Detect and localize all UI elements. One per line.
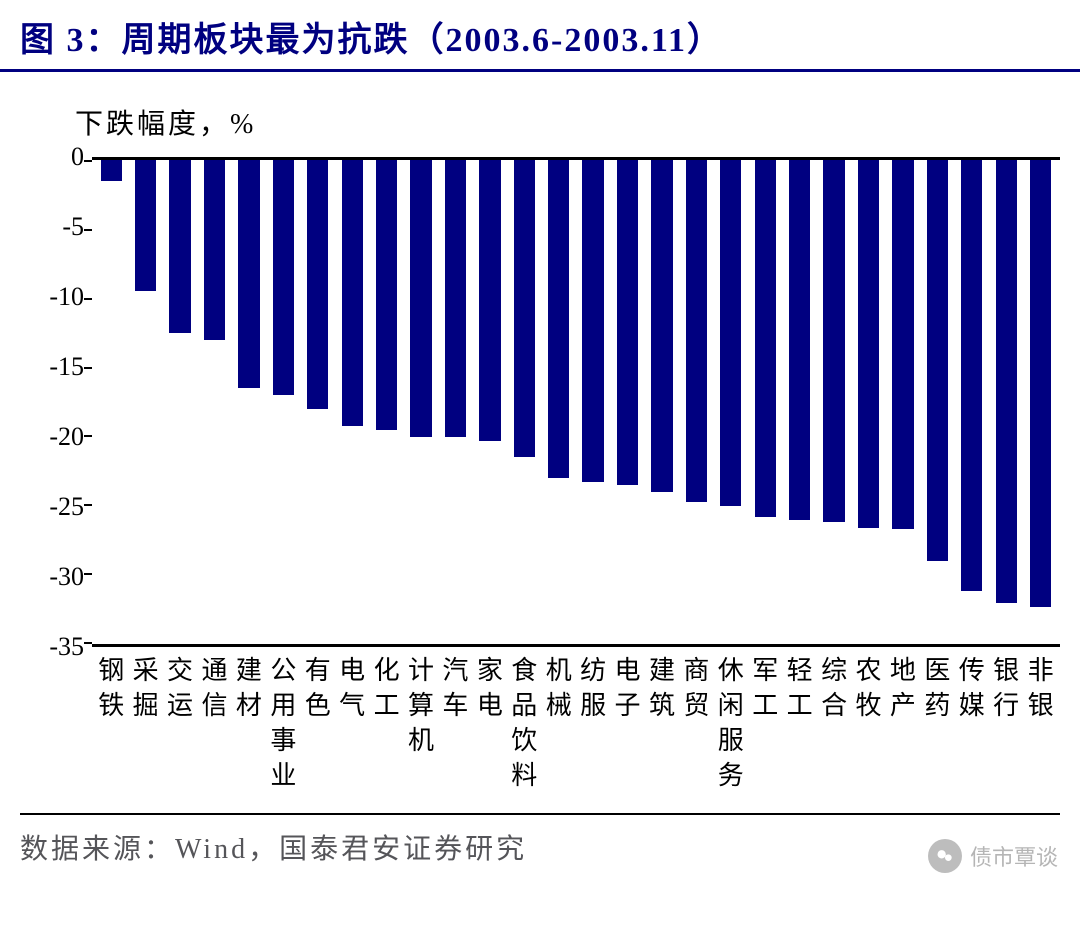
- bar: [617, 160, 638, 485]
- x-tick-label: 交运: [163, 647, 197, 793]
- bar-slot: [851, 160, 885, 644]
- bar: [445, 160, 466, 437]
- bar: [582, 160, 603, 482]
- x-tick-label: 农牧: [851, 647, 885, 793]
- plot-region: [92, 157, 1060, 647]
- x-tick-label: 军工: [748, 647, 782, 793]
- bar-slot: [232, 160, 266, 644]
- bar-slot: [886, 160, 920, 644]
- bar: [686, 160, 707, 502]
- bar: [514, 160, 535, 457]
- bar: [169, 160, 190, 333]
- bar: [755, 160, 776, 517]
- x-tick-label: 建筑: [645, 647, 679, 793]
- bar-slot: [541, 160, 575, 644]
- source-line: 数据来源：Wind，国泰君安证券研究: [20, 813, 1060, 867]
- bar-slot: [1023, 160, 1057, 644]
- y-axis-label: 下跌幅度，%: [20, 102, 1060, 142]
- x-tick-label: 地产: [886, 647, 920, 793]
- chart-title: 图 3：周期板块最为抗跌（2003.6-2003.11）: [20, 12, 1060, 61]
- bar-slot: [748, 160, 782, 644]
- x-tick-label: 传媒: [955, 647, 989, 793]
- bar: [823, 160, 844, 522]
- x-tick-label: 机械: [541, 647, 575, 793]
- x-tick-label: 商贸: [679, 647, 713, 793]
- x-tick-label: 通信: [197, 647, 231, 793]
- bar: [789, 160, 810, 520]
- x-tick-label: 非银: [1023, 647, 1057, 793]
- x-tick-label: 计算机: [404, 647, 438, 793]
- bar: [927, 160, 948, 561]
- x-tick-label: 银行: [989, 647, 1023, 793]
- bar-slot: [335, 160, 369, 644]
- bar-slot: [817, 160, 851, 644]
- x-tick-label: 电子: [610, 647, 644, 793]
- bar-slot: [714, 160, 748, 644]
- bar: [996, 160, 1017, 603]
- bar-slot: [645, 160, 679, 644]
- bar: [238, 160, 259, 388]
- bar-slot: [94, 160, 128, 644]
- bar: [342, 160, 363, 426]
- bar-slot: [989, 160, 1023, 644]
- bar: [961, 160, 982, 591]
- bar: [651, 160, 672, 492]
- x-tick-label: 医药: [920, 647, 954, 793]
- x-axis: 钢铁采掘交运通信建材公用事业有色电气化工计算机汽车家电食品饮料机械纺服电子建筑商…: [92, 647, 1060, 793]
- x-tick-label: 公用事业: [266, 647, 300, 793]
- bar: [101, 160, 122, 181]
- x-tick-label: 休闲服务: [714, 647, 748, 793]
- bar: [892, 160, 913, 529]
- x-tick-label: 化工: [369, 647, 403, 793]
- bar-slot: [438, 160, 472, 644]
- bar: [135, 160, 156, 291]
- bar-slot: [507, 160, 541, 644]
- bar: [376, 160, 397, 430]
- watermark-text: 债市覃谈: [970, 840, 1058, 872]
- bar-slot: [163, 160, 197, 644]
- watermark: 债市覃谈: [928, 839, 1058, 873]
- bar-slot: [473, 160, 507, 644]
- bar-slot: [576, 160, 610, 644]
- x-tick-label: 食品饮料: [507, 647, 541, 793]
- x-tick-label: 有色: [301, 647, 335, 793]
- x-tick-label: 电气: [335, 647, 369, 793]
- bar-slot: [301, 160, 335, 644]
- title-bar: 图 3：周期板块最为抗跌（2003.6-2003.11）: [0, 0, 1080, 72]
- bars-container: [92, 160, 1060, 644]
- bar: [307, 160, 328, 409]
- bar-slot: [920, 160, 954, 644]
- bar-slot: [782, 160, 816, 644]
- chart-area: 下跌幅度，% 0-5-10-15-20-25-30-35 钢铁采掘交运通信建材公…: [0, 72, 1080, 803]
- x-tick-label: 综合: [817, 647, 851, 793]
- x-tick-label: 采掘: [128, 647, 162, 793]
- bar-slot: [266, 160, 300, 644]
- bar-slot: [369, 160, 403, 644]
- y-tick-marks: [84, 160, 92, 644]
- x-tick-label: 建材: [232, 647, 266, 793]
- x-tick-label: 钢铁: [94, 647, 128, 793]
- bar: [410, 160, 431, 437]
- bar: [858, 160, 879, 528]
- bar-slot: [955, 160, 989, 644]
- x-tick-label: 家电: [473, 647, 507, 793]
- bar: [548, 160, 569, 478]
- y-axis: 0-5-10-15-20-25-30-35: [20, 157, 92, 647]
- x-tick-label: 轻工: [782, 647, 816, 793]
- bar-slot: [679, 160, 713, 644]
- bar: [720, 160, 741, 506]
- x-tick-label: 汽车: [438, 647, 472, 793]
- bar: [204, 160, 225, 340]
- wechat-icon: [928, 839, 962, 873]
- bar: [273, 160, 294, 395]
- bar: [479, 160, 500, 441]
- bar-slot: [128, 160, 162, 644]
- bar-slot: [404, 160, 438, 644]
- bar-slot: [610, 160, 644, 644]
- bar-slot: [197, 160, 231, 644]
- bar: [1030, 160, 1051, 607]
- plot-row: 0-5-10-15-20-25-30-35: [20, 157, 1060, 647]
- x-tick-label: 纺服: [576, 647, 610, 793]
